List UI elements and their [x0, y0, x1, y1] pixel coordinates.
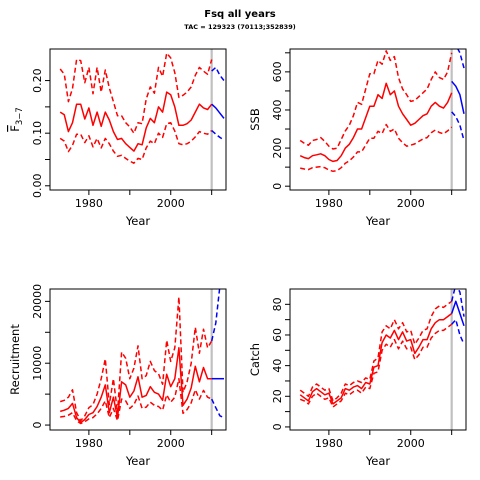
series-upper [59, 296, 213, 422]
y-tick-label: 200 [271, 138, 284, 159]
forecast-upper [450, 289, 465, 317]
forecast-lower [211, 129, 225, 141]
x-tick-label: 1980 [75, 437, 103, 450]
x-tick-label: 2000 [157, 437, 185, 450]
x-axis-label: Year [125, 454, 151, 468]
x-tick-label: 1980 [315, 197, 343, 210]
series-lower [59, 121, 213, 164]
plot-frame [49, 48, 227, 191]
series-estimate [299, 82, 453, 163]
x-axis-label: Year [365, 214, 391, 228]
y-axis-label: Recruitment [8, 324, 22, 395]
series-lower [299, 323, 453, 408]
forecast-lower [451, 318, 465, 345]
x-axis-label: Year [365, 454, 391, 468]
series-lower [60, 377, 213, 425]
f-panel: 1980 2000 0.00 0.10 0.20 Year F3−7 [8, 48, 227, 228]
forecast-upper [210, 289, 221, 342]
series-estimate [59, 347, 212, 424]
series-estimate [299, 312, 453, 405]
forecast-lower [451, 111, 465, 141]
y-tick-label: 10000 [31, 346, 44, 381]
plot-frame [289, 48, 467, 191]
series-lower [300, 123, 453, 173]
forecast-estimate [211, 103, 225, 119]
y-tick-label: 40 [271, 359, 284, 373]
y-tick-label: 0.20 [31, 68, 44, 93]
y-tick-label: 0 [31, 422, 44, 429]
y-tick-label: 20 [271, 389, 284, 403]
y-tick-label: 0.00 [31, 174, 44, 199]
y-axis-label: SSB [248, 108, 262, 131]
y-tick-label: 400 [271, 99, 284, 120]
y-tick-label: 600 [271, 61, 284, 82]
forecast-lower [211, 398, 225, 419]
y-axis-label: Catch [248, 343, 262, 376]
x-tick-label: 2000 [157, 197, 185, 210]
series-upper [299, 300, 453, 402]
forecast-estimate [451, 80, 465, 114]
y-tick-label: 80 [271, 297, 284, 311]
page-subtitle: TAC = 129323 (70113;352839) [184, 23, 296, 31]
series-upper [59, 52, 213, 134]
x-axis-label: Year [125, 214, 151, 228]
series-estimate [59, 91, 213, 152]
x-tick-label: 1980 [75, 197, 103, 210]
ssb-panel: 1980 2000 0 200 400 600 Year SSB [248, 48, 467, 228]
x-tick-label: 2000 [397, 197, 425, 210]
y-tick-label: 0.10 [31, 121, 44, 146]
y-tick-label: 20000 [31, 284, 44, 319]
y-tick-label: 0 [271, 183, 284, 190]
catch-panel: 1980 2000 0 20 40 60 80 Year Catch [248, 288, 467, 468]
forecast-upper [211, 66, 225, 82]
forecast-estimate [450, 300, 465, 327]
y-tick-label: 60 [271, 328, 284, 342]
y-axis-label: F3−7 [8, 107, 25, 132]
y-tick-label: 0 [271, 423, 284, 430]
plot-frame [49, 288, 227, 431]
x-tick-label: 1980 [315, 437, 343, 450]
plot-frame [289, 288, 467, 431]
page-title: Fsq all years [204, 9, 276, 20]
x-tick-label: 2000 [397, 437, 425, 450]
